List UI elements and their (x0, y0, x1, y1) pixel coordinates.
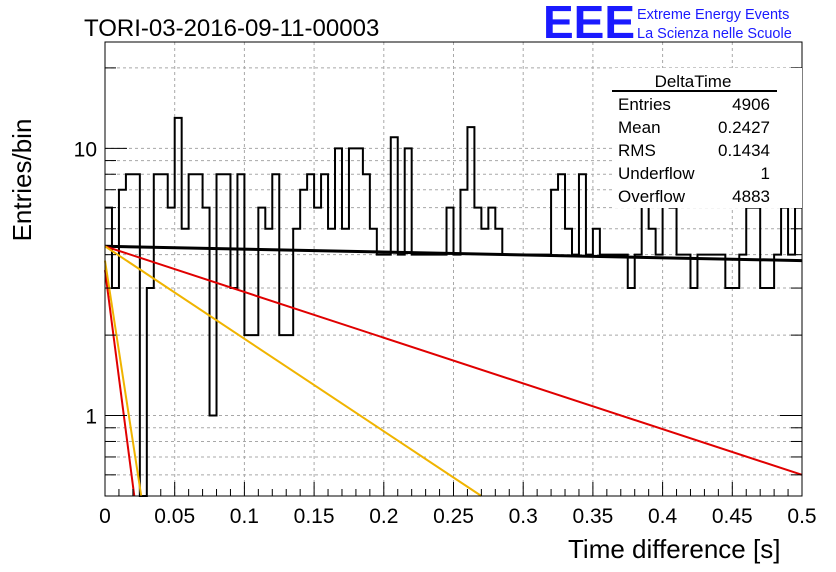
stats-label-mean: Mean (618, 118, 661, 137)
x-tick-label: 0.05 (154, 505, 195, 528)
chart-title: TORI-03-2016-09-11-00003 (84, 15, 379, 42)
y-tick-label: 10 (74, 138, 97, 161)
x-tick-label: 0.4 (648, 505, 678, 528)
stats-value-overflow: 4883 (732, 187, 770, 206)
x-tick-label: 0.25 (433, 505, 474, 528)
fit-curves (104, 244, 803, 497)
logo-line-2: La Scienza nelle Scuole (637, 26, 792, 42)
curve-exponential-2 (104, 245, 482, 497)
stats-value-rms: 0.1434 (718, 141, 770, 160)
stats-label-entries: Entries (618, 95, 671, 114)
logo-line-1: Extreme Energy Events (637, 7, 789, 23)
x-tick-label: 0.45 (712, 505, 753, 528)
x-tick-label: 0.5 (787, 505, 816, 528)
x-tick-label: 0.15 (294, 505, 335, 528)
x-tick-label: 0.1 (230, 505, 259, 528)
stats-title: DeltaTime (655, 72, 732, 91)
y-axis-label: Entries/bin (7, 119, 37, 242)
stats-value-entries: 4906 (732, 95, 770, 114)
curve-fit (104, 244, 803, 263)
stats-label-underflow: Underflow (618, 164, 695, 183)
curve-exponential-4 (104, 260, 143, 497)
x-tick-label: 0.35 (572, 505, 613, 528)
stats-label-overflow: Overflow (618, 187, 686, 206)
x-tick-label: 0.3 (509, 505, 538, 528)
curve-exponential-1 (104, 245, 803, 476)
eee-logo-text: EEE (543, 0, 635, 48)
stats-label-rms: RMS (618, 141, 656, 160)
stats-box: DeltaTime Entries 4906 Mean 0.2427 RMS 0… (612, 68, 802, 208)
eee-logo: EEE Extreme Energy Events La Scienza nel… (543, 0, 792, 48)
histogram-series (105, 116, 802, 497)
histogram-outline (105, 116, 802, 497)
x-tick-label: 0.2 (369, 505, 398, 528)
curve-exponential-3 (104, 270, 136, 497)
stats-value-underflow: 1 (761, 164, 770, 183)
x-axis-label: Time difference [s] (568, 534, 780, 564)
tick-labels: 0 0.05 0.1 0.15 0.2 0.25 0.3 0.35 0.4 0.45 0.5 1 10 (74, 138, 817, 528)
y-tick-label: 1 (85, 406, 97, 429)
stats-value-mean: 0.2427 (718, 118, 770, 137)
x-tick-label: 0 (99, 505, 111, 528)
